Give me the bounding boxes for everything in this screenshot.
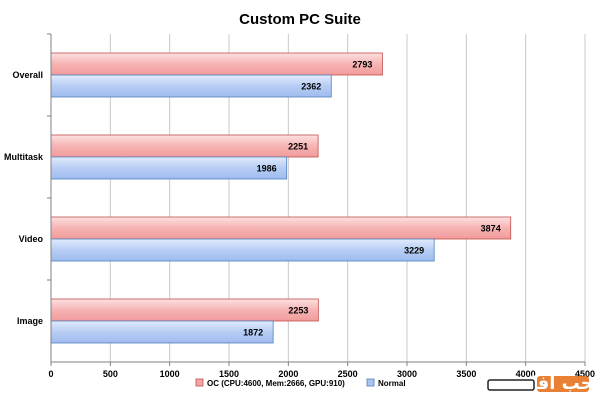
bar-oc-multitask	[50, 134, 319, 158]
x-tick-label: 2500	[338, 369, 358, 379]
legend: OC (CPU:4600, Mem:2666, GPU:910) Normal	[195, 378, 406, 388]
data-label: 3229	[404, 246, 424, 256]
data-label: 2362	[301, 82, 321, 92]
x-tick-label: 3000	[397, 369, 417, 379]
data-label: 2793	[352, 60, 372, 70]
data-label: 1872	[243, 328, 263, 338]
chart-title: Custom PC Suite	[239, 11, 361, 28]
bar-normal-video	[50, 238, 435, 262]
category-label: Overall	[12, 70, 43, 80]
bar-oc-image	[50, 298, 319, 322]
x-tick-label: 1500	[219, 369, 239, 379]
category-label: Video	[19, 234, 44, 244]
data-label: 2253	[288, 306, 308, 316]
data-label: 3874	[481, 224, 501, 234]
x-tick-label: 4500	[575, 369, 595, 379]
x-tick-label: 4000	[516, 369, 536, 379]
legend-swatch-normal	[366, 378, 375, 387]
bar-normal-overall	[50, 74, 332, 98]
legend-label-oc: OC (CPU:4600, Mem:2666, GPU:910)	[207, 379, 345, 388]
x-tick-label: 1000	[160, 369, 180, 379]
x-tick-label: 0	[48, 369, 53, 379]
category-label: Multitask	[4, 152, 44, 162]
legend-label-normal: Normal	[378, 379, 406, 388]
bar-oc-video	[50, 216, 512, 240]
x-tick-label: 500	[103, 369, 118, 379]
axes: 0 500 1000 1500 2000 2500 3000 3500 4000 4500 Over…	[4, 33, 595, 379]
watermark-logo: سحب افاق	[487, 373, 600, 394]
data-labels: 2793 2362 2251 1986 3874 3229 2253 1872	[243, 60, 501, 338]
watermark-outline	[487, 379, 535, 391]
x-tick-label: 2000	[278, 369, 298, 379]
bar-normal-image	[50, 320, 274, 344]
legend-swatch-oc	[195, 378, 204, 387]
data-label: 1986	[257, 164, 277, 174]
watermark-badge	[537, 376, 589, 392]
bar-normal-multitask	[50, 156, 288, 180]
watermark-text: سحب افاق	[515, 373, 600, 394]
data-label: 2251	[288, 142, 308, 152]
bars	[50, 52, 512, 344]
x-tick-label: 3500	[456, 369, 476, 379]
bar-oc-overall	[50, 52, 383, 76]
category-label: Image	[17, 316, 43, 326]
